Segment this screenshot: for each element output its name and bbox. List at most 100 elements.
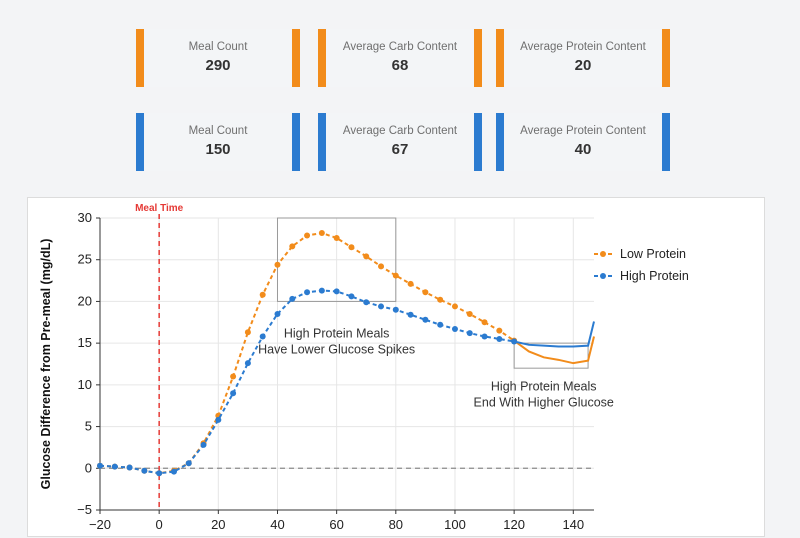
card-value: 150	[205, 141, 231, 158]
x-tick-label: 140	[562, 517, 584, 532]
data-point	[156, 470, 163, 477]
data-point	[259, 291, 266, 298]
data-point	[422, 316, 429, 323]
card-value: 40	[574, 141, 592, 158]
data-point	[466, 330, 473, 337]
card-label: Meal Count	[188, 125, 248, 137]
data-point	[437, 296, 444, 303]
x-tick-label: −20	[89, 517, 111, 532]
series-line-dashed	[99, 289, 515, 475]
data-point	[141, 467, 148, 474]
data-point	[451, 325, 458, 332]
annotation-higher-glucose-text: End With Higher Glucose	[474, 396, 614, 410]
data-point	[481, 333, 488, 340]
data-point	[466, 310, 473, 317]
data-point	[318, 230, 325, 237]
data-point	[481, 319, 488, 326]
card-avg-carb-high: Average Carb Content 67	[318, 113, 482, 171]
data-point	[304, 232, 311, 239]
data-point	[392, 306, 399, 313]
legend-swatch-marker	[600, 273, 606, 279]
card-avg-protein-low: Average Protein Content 20	[496, 29, 670, 87]
y-tick-label: 0	[85, 460, 92, 475]
data-point	[170, 468, 177, 475]
data-point	[244, 360, 251, 367]
legend-label: High Protein	[620, 269, 689, 283]
card-meal-count-low: Meal Count 290	[136, 29, 300, 87]
data-point	[111, 463, 118, 470]
annotation-box	[276, 217, 397, 302]
card-label: Meal Count	[188, 41, 248, 53]
y-tick-label: −5	[77, 502, 92, 517]
card-avg-carb-low: Average Carb Content 68	[318, 29, 482, 87]
data-point	[333, 235, 340, 242]
data-point	[511, 338, 518, 345]
y-tick-label: 30	[78, 210, 92, 225]
data-point	[230, 373, 237, 380]
annotation-lower-spikes-text: Have Lower Glucose Spikes	[258, 342, 415, 356]
x-tick-label: 40	[270, 517, 284, 532]
data-point	[437, 321, 444, 328]
card-value: 290	[205, 57, 231, 74]
card-value: 68	[391, 57, 409, 74]
data-point	[304, 289, 311, 296]
series-line-solid	[513, 336, 595, 365]
data-point	[274, 310, 281, 317]
annotation-higher-glucose-text: High Protein Meals	[491, 380, 597, 394]
y-tick-label: 20	[78, 293, 92, 308]
data-point	[407, 280, 414, 287]
data-point	[215, 416, 222, 423]
x-tick-label: 80	[389, 517, 403, 532]
data-point	[348, 293, 355, 300]
data-point	[274, 261, 281, 268]
card-label: Average Carb Content	[342, 125, 458, 137]
glucose-chart-panel: −5 0 5 10 15 20 25 30 −20 0 20 40 60 80 100 120 140 Gluco…	[27, 197, 765, 537]
data-point	[230, 390, 237, 397]
data-point	[126, 464, 133, 471]
summary-row-low-protein: Meal Count 290 Average Carb Content 68 A…	[136, 29, 670, 87]
data-point	[363, 253, 370, 260]
data-point	[333, 288, 340, 295]
summary-row-high-protein: Meal Count 150 Average Carb Content 67 A…	[136, 113, 670, 171]
data-point	[378, 263, 385, 270]
data-point	[496, 327, 503, 334]
meal-time-label: Meal Time	[135, 203, 184, 214]
card-avg-protein-high: Average Protein Content 40	[496, 113, 670, 171]
data-point	[378, 303, 385, 310]
data-point	[200, 441, 207, 448]
data-point	[451, 303, 458, 310]
y-tick-label: 15	[78, 335, 92, 350]
card-value: 20	[574, 57, 592, 74]
x-tick-label: 0	[156, 517, 163, 532]
y-tick-label: 25	[78, 252, 92, 267]
card-label: Average Protein Content	[520, 125, 646, 137]
data-point	[407, 311, 414, 318]
data-point	[392, 272, 399, 279]
card-meal-count-high: Meal Count 150	[136, 113, 300, 171]
data-point	[289, 243, 296, 250]
legend-swatch-marker	[600, 251, 606, 257]
data-point	[318, 287, 325, 294]
annotation-box	[513, 342, 589, 369]
data-point	[422, 289, 429, 296]
data-point	[363, 299, 370, 306]
y-axis-label: Glucose Difference from Pre-meal (mg/dL)	[39, 239, 53, 490]
y-tick-label: 10	[78, 377, 92, 392]
card-value: 67	[391, 141, 409, 158]
data-point	[289, 295, 296, 302]
x-tick-label: 60	[329, 517, 343, 532]
x-tick-label: 20	[211, 517, 225, 532]
data-point	[185, 460, 192, 467]
data-point	[259, 333, 266, 340]
data-point	[244, 329, 251, 336]
series-line-solid	[513, 321, 595, 348]
card-label: Average Protein Content	[520, 41, 646, 53]
y-tick-label: 5	[85, 419, 92, 434]
card-label: Average Carb Content	[342, 41, 458, 53]
data-point	[97, 462, 103, 469]
annotation-lower-spikes-text: High Protein Meals	[284, 326, 390, 340]
legend-label: Low Protein	[620, 247, 686, 261]
data-point	[348, 244, 355, 251]
x-tick-label: 100	[444, 517, 466, 532]
glucose-line-chart: −5 0 5 10 15 20 25 30 −20 0 20 40 60 80 100 120 140 Gluco…	[39, 203, 689, 532]
